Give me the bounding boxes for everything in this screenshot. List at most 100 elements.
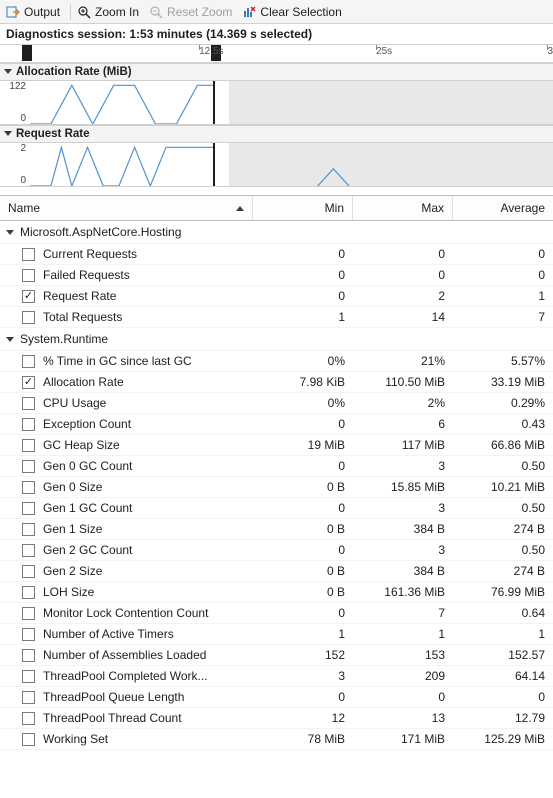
table-row[interactable]: Gen 1 GC Count030.50	[0, 498, 553, 519]
output-button[interactable]: Output	[4, 2, 66, 22]
cell-max: 110.50 MiB	[353, 375, 453, 389]
table-row[interactable]: CPU Usage0%2%0.29%	[0, 393, 553, 414]
cell-avg: 0.50	[453, 459, 553, 473]
cell-name: Gen 1 GC Count	[0, 501, 253, 515]
cell-avg: 64.14	[453, 669, 553, 683]
reset-zoom-icon	[149, 5, 163, 19]
group-label: System.Runtime	[20, 332, 108, 346]
row-checkbox[interactable]	[22, 502, 35, 515]
row-checkbox[interactable]	[22, 733, 35, 746]
clear-selection-icon	[242, 5, 256, 19]
row-checkbox[interactable]	[22, 670, 35, 683]
cell-min: 1	[253, 627, 353, 641]
col-min-header[interactable]: Min	[253, 196, 353, 220]
row-checkbox[interactable]	[22, 628, 35, 641]
chart-header-req[interactable]: Request Rate	[0, 125, 553, 143]
cell-name: CPU Usage	[0, 396, 253, 410]
table-row[interactable]: ThreadPool Completed Work...320964.14	[0, 666, 553, 687]
row-checkbox[interactable]	[22, 397, 35, 410]
table-row[interactable]: Gen 2 GC Count030.50	[0, 540, 553, 561]
row-checkbox[interactable]	[22, 269, 35, 282]
row-name: Gen 0 Size	[43, 480, 102, 494]
chart-header-alloc[interactable]: Allocation Rate (MiB)	[0, 63, 553, 81]
table-row[interactable]: ThreadPool Thread Count121312.79	[0, 708, 553, 729]
y-min: 0	[20, 175, 26, 186]
row-checkbox[interactable]	[22, 649, 35, 662]
row-checkbox[interactable]	[22, 481, 35, 494]
row-checkbox[interactable]	[22, 523, 35, 536]
row-checkbox[interactable]	[22, 290, 35, 303]
row-checkbox[interactable]	[22, 691, 35, 704]
row-checkbox[interactable]	[22, 607, 35, 620]
row-checkbox[interactable]	[22, 376, 35, 389]
table-row[interactable]: ThreadPool Queue Length000	[0, 687, 553, 708]
cell-avg: 0.50	[453, 501, 553, 515]
table-row[interactable]: GC Heap Size19 MiB117 MiB66.86 MiB	[0, 435, 553, 456]
cell-min: 0	[253, 690, 353, 704]
col-avg-header[interactable]: Average	[453, 196, 553, 220]
time-ruler[interactable]: 12.5s25s37.5s	[0, 45, 553, 63]
cell-name: Request Rate	[0, 289, 253, 303]
group-row[interactable]: Microsoft.AspNetCore.Hosting	[0, 221, 553, 244]
row-name: Number of Assemblies Loaded	[43, 648, 206, 662]
cell-max: 153	[353, 648, 453, 662]
table-row[interactable]: Gen 1 Size0 B384 B274 B	[0, 519, 553, 540]
cell-min: 1	[253, 310, 353, 324]
cell-avg: 1	[453, 627, 553, 641]
col-max-header[interactable]: Max	[353, 196, 453, 220]
row-checkbox[interactable]	[22, 311, 35, 324]
table-row[interactable]: Allocation Rate7.98 KiB110.50 MiB33.19 M…	[0, 372, 553, 393]
table-row[interactable]: Failed Requests000	[0, 265, 553, 286]
table-row[interactable]: Gen 0 GC Count030.50	[0, 456, 553, 477]
cell-name: Total Requests	[0, 310, 253, 324]
cell-max: 161.36 MiB	[353, 585, 453, 599]
table-row[interactable]: Exception Count060.43	[0, 414, 553, 435]
cell-name: ThreadPool Completed Work...	[0, 669, 253, 683]
clear-selection-button[interactable]: Clear Selection	[240, 2, 347, 22]
cell-max: 3	[353, 501, 453, 515]
row-checkbox[interactable]	[22, 355, 35, 368]
row-name: ThreadPool Queue Length	[43, 690, 184, 704]
table-row[interactable]: Number of Assemblies Loaded152153152.57	[0, 645, 553, 666]
table-row[interactable]: Request Rate021	[0, 286, 553, 307]
table-row[interactable]: Monitor Lock Contention Count070.64	[0, 603, 553, 624]
table-row[interactable]: Current Requests000	[0, 244, 553, 265]
row-checkbox[interactable]	[22, 439, 35, 452]
chart-area[interactable]	[30, 81, 553, 124]
row-checkbox[interactable]	[22, 248, 35, 261]
table-row[interactable]: Gen 0 Size0 B15.85 MiB10.21 MiB	[0, 477, 553, 498]
cell-max: 2%	[353, 396, 453, 410]
clear-selection-label: Clear Selection	[260, 5, 341, 19]
table-row[interactable]: Working Set78 MiB171 MiB125.29 MiB	[0, 729, 553, 750]
ruler-tick: 12.5s	[199, 46, 223, 57]
chart-area[interactable]	[30, 143, 553, 186]
group-row[interactable]: System.Runtime	[0, 328, 553, 351]
row-checkbox[interactable]	[22, 460, 35, 473]
row-checkbox[interactable]	[22, 565, 35, 578]
chart-req[interactable]: 20	[0, 143, 553, 187]
chart-alloc[interactable]: 1220	[0, 81, 553, 125]
selection-end-line[interactable]	[213, 143, 215, 186]
cell-max: 171 MiB	[353, 732, 453, 746]
row-name: Allocation Rate	[43, 375, 124, 389]
col-name-header[interactable]: Name	[0, 196, 253, 220]
ruler-selection[interactable]	[22, 45, 221, 61]
selection-end-line[interactable]	[213, 81, 215, 124]
table-row[interactable]: Gen 2 Size0 B384 B274 B	[0, 561, 553, 582]
row-checkbox[interactable]	[22, 418, 35, 431]
session-text: Diagnostics session: 1:53 minutes (14.36…	[6, 27, 312, 41]
table-row[interactable]: LOH Size0 B161.36 MiB76.99 MiB	[0, 582, 553, 603]
ruler-tick: 25s	[376, 46, 392, 57]
cell-avg: 0	[453, 690, 553, 704]
table-row[interactable]: % Time in GC since last GC0%21%5.57%	[0, 351, 553, 372]
row-checkbox[interactable]	[22, 586, 35, 599]
row-checkbox[interactable]	[22, 544, 35, 557]
row-name: CPU Usage	[43, 396, 106, 410]
table-row[interactable]: Number of Active Timers111	[0, 624, 553, 645]
row-checkbox[interactable]	[22, 712, 35, 725]
zoom-in-button[interactable]: Zoom In	[75, 2, 145, 22]
table-row[interactable]: Total Requests1147	[0, 307, 553, 328]
row-name: Current Requests	[43, 247, 137, 261]
cell-name: LOH Size	[0, 585, 253, 599]
reset-zoom-label: Reset Zoom	[167, 5, 232, 19]
